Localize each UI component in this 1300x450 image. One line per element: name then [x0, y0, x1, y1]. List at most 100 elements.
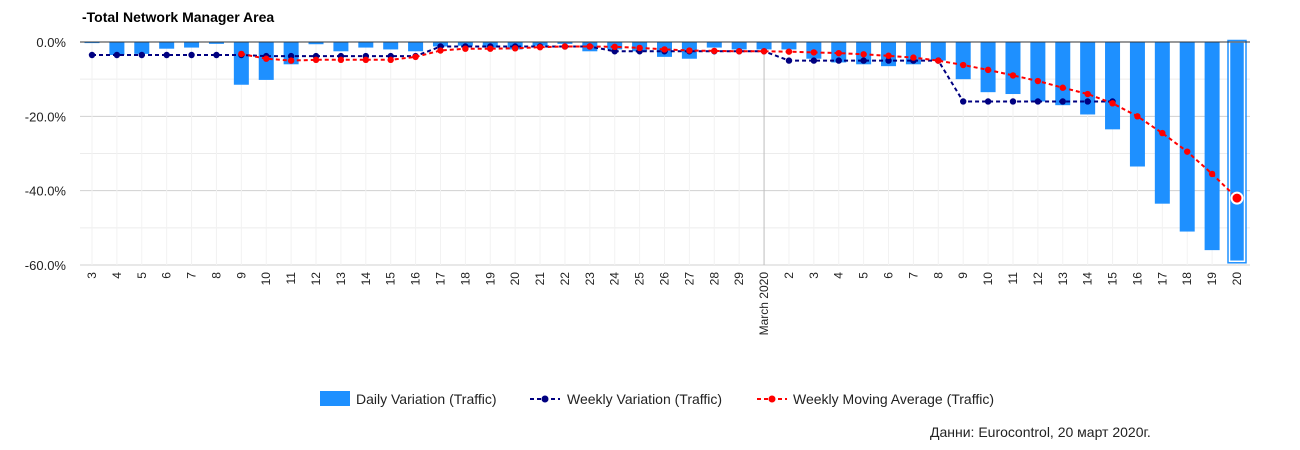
weekly-moving-average-point	[1059, 84, 1066, 91]
y-tick-label: 0.0%	[36, 35, 66, 50]
bar-daily-variation	[930, 42, 946, 61]
bar-daily-variation	[1005, 42, 1021, 95]
x-tick-label: 28	[707, 272, 721, 286]
bar-daily-variation	[1129, 42, 1145, 167]
source-note: Данни: Eurocontrol, 20 март 2020г.	[930, 424, 1151, 440]
x-tick-label: 10	[981, 272, 995, 286]
x-tick-label: 18	[458, 272, 472, 286]
weekly-moving-average-point	[735, 48, 743, 55]
x-tick-label: 24	[608, 272, 622, 286]
x-tick-label: 4	[832, 272, 846, 279]
bar-daily-variation	[159, 42, 175, 49]
x-tick-label: 6	[882, 272, 896, 279]
grid-lines	[80, 41, 1250, 266]
bar-daily-variation	[134, 42, 150, 54]
weekly-moving-average-point	[263, 55, 270, 62]
weekly-variation-point	[188, 51, 195, 59]
x-tick-label: 10	[259, 272, 273, 286]
x-tick-label: 11	[1006, 272, 1020, 285]
bar-daily-variation	[781, 42, 797, 50]
x-tick-label: 3	[85, 272, 99, 279]
x-tick-label: 9	[234, 272, 248, 279]
bar-daily-variation	[955, 42, 971, 80]
weekly-moving-average-point	[1009, 72, 1017, 79]
bar-daily-variation	[1179, 42, 1195, 232]
bar-daily-variation	[1105, 42, 1121, 130]
weekly-variation-point	[213, 51, 220, 59]
x-tick-label: 11	[284, 272, 298, 285]
weekly-moving-average-point	[661, 46, 668, 53]
legend-label-moving: Weekly Moving Average (Traffic)	[793, 391, 994, 407]
weekly-moving-average-point	[1184, 148, 1191, 155]
weekly-variation-point	[984, 98, 992, 105]
weekly-variation-point	[860, 57, 867, 64]
weekly-moving-average-point	[1134, 113, 1141, 120]
weekly-moving-average-point	[462, 45, 469, 52]
weekly-moving-average-point	[487, 45, 494, 52]
weekly-variation-point	[163, 51, 170, 59]
weekly-moving-average-point	[287, 57, 295, 64]
bar-daily-variation	[905, 42, 921, 65]
x-tick-label: 13	[1056, 272, 1070, 286]
x-tick-label: 13	[334, 272, 348, 286]
legend: Daily Variation (Traffic) Weekly Variati…	[320, 391, 994, 407]
weekly-moving-average-point	[760, 48, 768, 55]
weekly-variation-point	[138, 51, 145, 59]
x-tick-label: 17	[1155, 272, 1169, 286]
weekly-moving-average-point	[437, 47, 444, 54]
x-tick-label: 7	[906, 272, 920, 279]
weekly-moving-average-point	[785, 48, 793, 55]
weekly-variation-point	[810, 57, 818, 64]
x-tick-label: 18	[1180, 272, 1194, 286]
weekly-variation-point	[835, 57, 842, 64]
weekly-moving-average-point	[611, 43, 618, 51]
weekly-moving-average-point	[885, 52, 892, 59]
weekly-variation-point	[88, 51, 96, 59]
bar-daily-variation	[408, 42, 424, 52]
x-tick-label: 12	[1031, 272, 1045, 286]
x-tick-label: 12	[309, 272, 323, 286]
bar-daily-variation	[109, 42, 125, 56]
weekly-moving-average-point	[636, 44, 643, 52]
weekly-moving-average-point	[511, 45, 519, 52]
weekly-moving-average-point	[1208, 170, 1216, 178]
weekly-moving-average-point	[412, 53, 419, 61]
weekly-moving-average-point	[711, 47, 718, 55]
legend-swatch-daily	[320, 391, 350, 406]
x-axis-tick-labels: 3 4 5 6 7 8 9 10 11 12 13 14 15 16 17 18 19 20 21 22 23 24 25 2…	[85, 272, 1244, 336]
y-tick-label: -40.0%	[25, 184, 67, 199]
weekly-variation-point	[1059, 98, 1066, 105]
bar-daily-variation	[233, 42, 249, 85]
weekly-moving-average-point	[1109, 100, 1116, 107]
x-tick-label: 27	[682, 272, 696, 286]
weekly-moving-average-highlight	[1230, 191, 1244, 205]
x-tick-label: 16	[1130, 272, 1144, 286]
bar-daily-variation	[1055, 42, 1071, 106]
x-tick-label: 15	[1106, 272, 1120, 286]
bar-daily-variation	[731, 42, 747, 50]
x-tick-label: 8	[931, 272, 945, 279]
weekly-variation-point	[1034, 98, 1042, 105]
weekly-moving-average-point	[312, 56, 320, 64]
bar-daily-variation	[1228, 41, 1246, 263]
weekly-moving-average-point	[1084, 90, 1091, 98]
x-tick-label: 5	[857, 272, 871, 279]
x-tick-label: 19	[1205, 272, 1219, 286]
weekly-moving-average-point	[586, 43, 594, 50]
x-tick-label: 25	[633, 272, 647, 286]
weekly-variation-point	[287, 52, 295, 60]
x-tick-label: 20	[508, 272, 522, 286]
x-tick-label: 20	[1230, 272, 1244, 286]
bar-daily-variation	[1204, 42, 1220, 251]
x-tick-label: 23	[583, 272, 597, 286]
bar-daily-variation	[308, 42, 324, 45]
weekly-variation-point	[1084, 98, 1091, 105]
x-tick-label: March 2020	[757, 272, 771, 336]
y-axis-tick-labels: 0.0% -20.0% -40.0% -60.0%	[25, 35, 67, 273]
x-tick-label: 22	[558, 272, 572, 286]
bar-daily-variation	[184, 42, 200, 48]
weekly-moving-average-point	[238, 50, 245, 58]
weekly-variation-point	[611, 48, 618, 55]
x-tick-label: 14	[1081, 272, 1095, 286]
x-tick-label: 2	[782, 272, 796, 279]
